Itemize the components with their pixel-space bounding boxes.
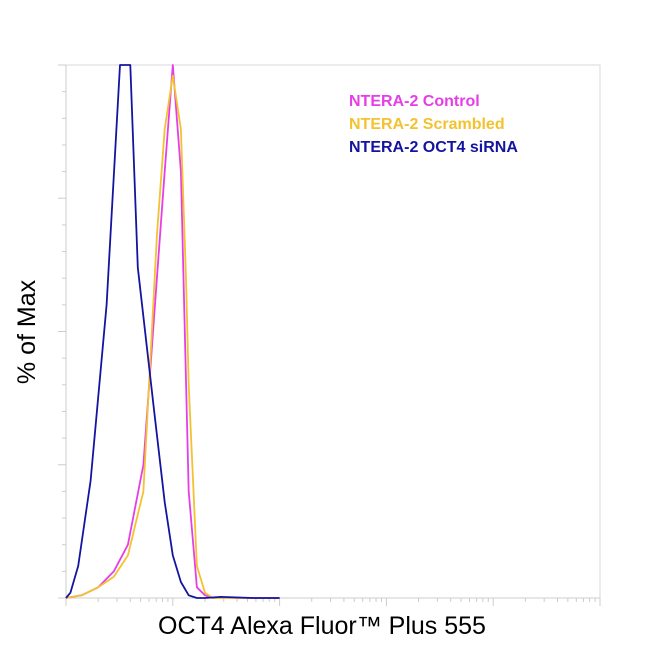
plot-border — [65, 64, 601, 599]
legend-entry-ntera-2-scrambled: NTERA-2 Scrambled — [349, 116, 505, 133]
series-line-ntera-2-scrambled — [65, 74, 280, 599]
legend-entry-ntera-2-control: NTERA-2 Control — [349, 93, 480, 110]
series-lines — [65, 64, 280, 599]
y-axis-label: % of Max — [13, 279, 41, 384]
axis-ticks — [58, 64, 601, 606]
plot-frame — [65, 64, 601, 599]
legend-entry-ntera-2-oct4-sirna: NTERA-2 OCT4 siRNA — [349, 139, 518, 156]
series-line-ntera-2-control — [65, 64, 280, 599]
series-line-ntera-2-oct4-sirna — [65, 64, 280, 599]
legend: NTERA-2 Control NTERA-2 Scrambled NTERA-2 … — [349, 93, 518, 156]
x-axis-label: OCT4 Alexa Fluor™ Plus 555 — [158, 612, 486, 640]
